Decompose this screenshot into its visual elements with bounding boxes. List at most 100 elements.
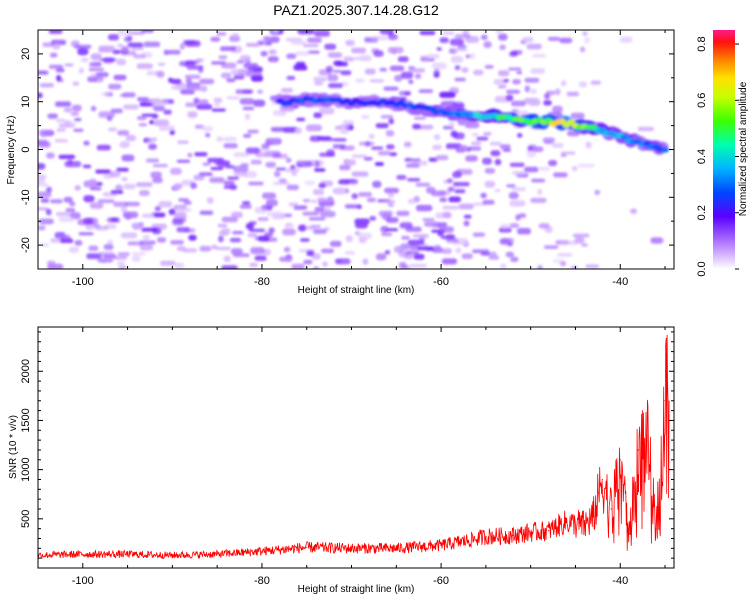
colorbar-tick-label: 0.8: [696, 36, 708, 51]
heatmap-cell: [419, 30, 436, 35]
heatmap-cell: [218, 55, 228, 60]
heatmap-cell: [113, 201, 128, 207]
heatmap-cell: [169, 129, 175, 135]
heatmap-cell: [338, 124, 350, 130]
heatmap-cell: [463, 214, 472, 219]
heatmap-cell: [199, 210, 214, 215]
snr-data-point: [664, 400, 666, 402]
heatmap-cell: [302, 211, 319, 216]
heatmap-cell: [214, 103, 220, 107]
heatmap-cell: [211, 245, 218, 250]
heatmap-cell: [78, 67, 84, 74]
heatmap-cell: [196, 104, 213, 110]
x-tick-label: -40: [612, 276, 628, 288]
heatmap-cell: [530, 68, 546, 74]
heatmap-cell: [412, 234, 429, 238]
heatmap-cell: [246, 43, 260, 47]
heatmap-cell: [582, 31, 588, 36]
heatmap-cell: [305, 124, 322, 132]
snr-data-point: [306, 546, 308, 548]
heatmap-cell: [216, 246, 231, 251]
heatmap-cell: [463, 220, 470, 227]
heatmap-cell: [97, 199, 115, 203]
heatmap-cell: [199, 245, 212, 252]
heatmap-cell: [90, 53, 102, 61]
heatmap-cell: [396, 210, 410, 216]
heatmap-cell: [361, 115, 369, 119]
heatmap-cell: [448, 121, 455, 128]
heatmap-cell: [507, 242, 513, 247]
heatmap-cell: [286, 184, 299, 191]
heatmap-cell: [560, 80, 567, 87]
heatmap-cell: [571, 166, 578, 171]
heatmap-cell: [537, 265, 543, 269]
heatmap-cell: [526, 150, 536, 158]
heatmap-cell: [116, 167, 129, 172]
heatmap-cell: [455, 247, 462, 254]
heatmap-cell: [578, 81, 588, 88]
heatmap-cell: [345, 40, 355, 46]
heatmap-cell: [257, 217, 269, 221]
heatmap-cell: [531, 178, 545, 183]
heatmap-cell: [137, 116, 147, 121]
heatmap-cell: [490, 150, 501, 157]
heatmap-cell: [240, 163, 249, 167]
heatmap-cell: [335, 61, 348, 67]
heatmap-cell: [343, 56, 355, 62]
heatmap-cell: [408, 68, 426, 73]
heatmap-cell: [506, 89, 520, 94]
heatmap-cell: [265, 161, 276, 168]
heatmap-cell: [97, 77, 103, 83]
heatmap-cell: [266, 211, 283, 217]
heatmap-cell: [185, 102, 199, 107]
heatmap-cell: [125, 135, 136, 142]
colorbar-ticks: 0.0 0.2 0.4 0.6 0.8: [696, 36, 739, 277]
heatmap-cell: [567, 130, 581, 137]
x-tick-label: -40: [612, 575, 628, 587]
heatmap-cell: [551, 143, 564, 148]
heatmap-cell: [91, 73, 108, 77]
heatmap-cell: [206, 197, 214, 204]
heatmap-cell: [328, 83, 344, 88]
heatmap-cell: [319, 211, 336, 218]
heatmap-cell: [409, 263, 427, 268]
heatmap-cell: [458, 203, 474, 210]
snr-plot-area: [38, 327, 674, 568]
x-tick-label: -60: [433, 575, 449, 587]
heatmap-cell: [511, 187, 526, 192]
heatmap-cell: [510, 100, 526, 107]
heatmap-cell: [64, 63, 74, 67]
heatmap-cell: [233, 74, 245, 80]
heatmap-cell: [235, 89, 252, 94]
heatmap-cell: [494, 158, 502, 166]
heatmap-cell: [158, 201, 173, 208]
snr-data-point: [637, 449, 639, 451]
snr-data-point: [592, 516, 595, 518]
heatmap-cell: [243, 63, 259, 69]
heatmap-cell: [503, 79, 509, 83]
snr-data-point: [216, 553, 218, 555]
heatmap-cell: [217, 224, 227, 228]
heatmap-cell: [168, 208, 176, 215]
heatmap-cell: [272, 153, 282, 158]
ridge-core: [620, 134, 629, 140]
heatmap-cell: [561, 240, 578, 245]
heatmap-cell: [242, 201, 251, 205]
heatmap-cell: [198, 99, 209, 105]
heatmap-cell: [453, 182, 470, 187]
heatmap-cell: [524, 77, 540, 83]
heatmap-cell: [420, 55, 429, 60]
heatmap-cell: [499, 44, 506, 51]
heatmap-cell: [63, 196, 73, 203]
heatmap-cell: [270, 127, 286, 132]
heatmap-cell: [400, 71, 414, 79]
heatmap-cell: [117, 43, 123, 48]
heatmap-cell: [73, 128, 84, 132]
heatmap-cell: [115, 184, 123, 192]
heatmap-cell: [314, 206, 325, 212]
heatmap-cell: [221, 216, 238, 223]
heatmap-cell: [136, 63, 153, 69]
heatmap-cell: [389, 65, 405, 71]
heatmap-cell: [265, 138, 282, 145]
